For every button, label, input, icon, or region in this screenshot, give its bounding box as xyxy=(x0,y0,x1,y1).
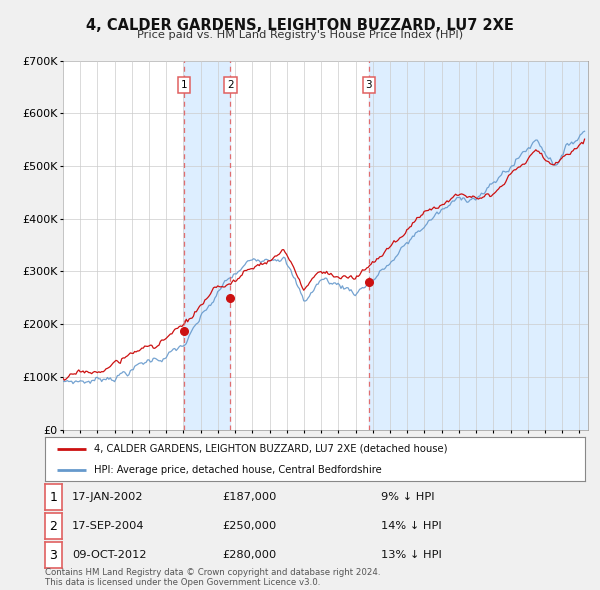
Text: 17-SEP-2004: 17-SEP-2004 xyxy=(72,522,145,531)
Bar xyxy=(184,61,230,430)
Text: 1: 1 xyxy=(181,80,187,90)
Text: 9% ↓ HPI: 9% ↓ HPI xyxy=(381,493,434,502)
Text: 4, CALDER GARDENS, LEIGHTON BUZZARD, LU7 2XE: 4, CALDER GARDENS, LEIGHTON BUZZARD, LU7… xyxy=(86,18,514,32)
Text: 14% ↓ HPI: 14% ↓ HPI xyxy=(381,522,442,531)
Text: Contains HM Land Registry data © Crown copyright and database right 2024.
This d: Contains HM Land Registry data © Crown c… xyxy=(45,568,380,587)
Text: £187,000: £187,000 xyxy=(222,493,277,502)
Text: 3: 3 xyxy=(49,549,58,562)
Text: 3: 3 xyxy=(365,80,372,90)
Text: 17-JAN-2002: 17-JAN-2002 xyxy=(72,493,143,502)
Text: Price paid vs. HM Land Registry's House Price Index (HPI): Price paid vs. HM Land Registry's House … xyxy=(137,30,463,40)
Text: 1: 1 xyxy=(49,491,58,504)
Text: £280,000: £280,000 xyxy=(222,550,276,560)
Text: 2: 2 xyxy=(49,520,58,533)
Text: 2: 2 xyxy=(227,80,233,90)
Text: 13% ↓ HPI: 13% ↓ HPI xyxy=(381,550,442,560)
Text: £250,000: £250,000 xyxy=(222,522,276,531)
Text: HPI: Average price, detached house, Central Bedfordshire: HPI: Average price, detached house, Cent… xyxy=(94,465,382,475)
Text: 4, CALDER GARDENS, LEIGHTON BUZZARD, LU7 2XE (detached house): 4, CALDER GARDENS, LEIGHTON BUZZARD, LU7… xyxy=(94,444,447,454)
Text: 09-OCT-2012: 09-OCT-2012 xyxy=(72,550,146,560)
Bar xyxy=(369,61,588,430)
